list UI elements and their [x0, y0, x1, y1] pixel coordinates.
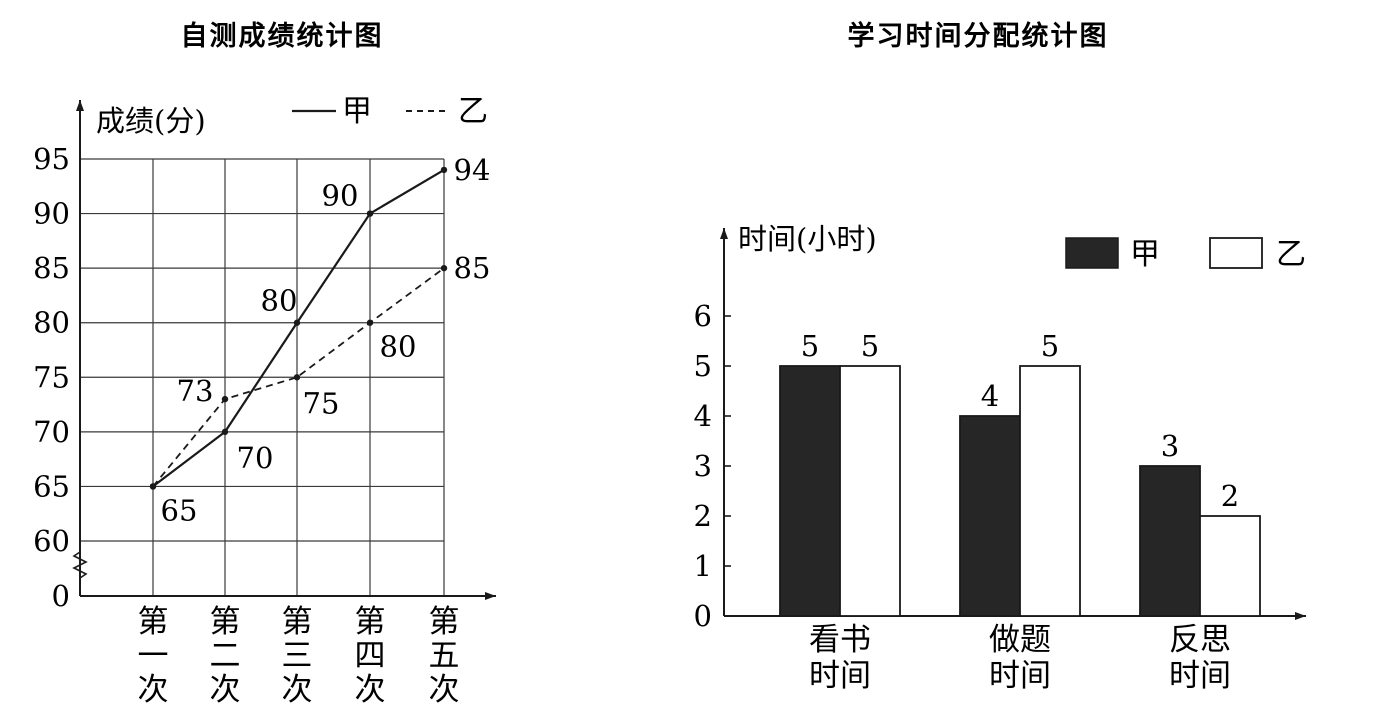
data-label: 3	[1161, 429, 1179, 463]
y-tick-label: 3	[694, 449, 712, 483]
data-label: 4	[981, 379, 999, 413]
x-tick-label: 次	[355, 672, 386, 705]
x-tick-label: 次	[210, 672, 241, 705]
x-tick-label: 二	[210, 638, 241, 674]
y-tick-label: 95	[33, 142, 70, 176]
line-chart-grid	[80, 158, 445, 596]
data-point	[149, 483, 157, 490]
line-chart-series	[149, 166, 448, 490]
data-label: 70	[237, 441, 274, 475]
bar-chart-bars	[779, 365, 1261, 617]
x-tick-label: 五	[429, 638, 460, 674]
y-tick-label: 6	[694, 299, 712, 333]
data-point	[440, 264, 448, 272]
series-line-jia	[152, 168, 445, 488]
data-label: 65	[161, 493, 198, 527]
legend-label-yi: 乙	[458, 94, 488, 129]
y-tick-label: 75	[33, 360, 70, 394]
data-label: 80	[380, 330, 417, 364]
data-point	[440, 166, 448, 174]
bar-yi	[1199, 515, 1261, 617]
y-tick-label: 0	[52, 579, 70, 613]
bar-yi	[839, 365, 901, 617]
bar-jia	[959, 415, 1021, 617]
y-tick-label: 90	[33, 197, 70, 231]
x-tick-label: 时间	[1169, 658, 1231, 694]
data-point	[293, 319, 301, 326]
line-chart-axes	[72, 100, 496, 600]
bar-chart-ylabel: 时间(小时)	[738, 222, 877, 256]
y-tick-label: 1	[694, 549, 712, 583]
legend-white-swatch-icon	[1209, 237, 1263, 269]
x-tick-label: 第	[138, 604, 169, 640]
bar-chart-legend: 甲 乙	[1065, 237, 1306, 272]
legend-dark-swatch-icon	[1065, 237, 1119, 269]
data-label: 85	[454, 251, 491, 285]
data-label: 94	[454, 153, 491, 187]
x-tick-label: 时间	[809, 658, 871, 694]
bar-chart-y-ticks: 0 1 2 3 4 5 6	[694, 299, 731, 633]
line-chart-title: 自测成绩统计图	[181, 20, 384, 52]
x-tick-label: 次	[429, 672, 460, 705]
data-label: 75	[303, 386, 340, 420]
y-tick-label: 85	[33, 251, 70, 285]
x-tick-label: 反思	[1169, 622, 1231, 658]
bar-jia	[1139, 465, 1201, 617]
y-tick-label: 65	[33, 469, 70, 503]
x-tick-label: 四	[355, 638, 386, 674]
legend-label-yi: 乙	[1276, 237, 1306, 272]
y-tick-label: 70	[33, 415, 70, 449]
bar-chart-title: 学习时间分配统计图	[848, 20, 1109, 52]
bar-jia	[779, 365, 841, 617]
line-chart-y-ticks: 0 60 65 70 75 80 85 90 95	[33, 142, 70, 613]
line-chart-data-labels: 65 70 80 90 94 73 75 80 85	[161, 153, 491, 528]
data-label: 2	[1221, 479, 1239, 513]
data-label: 5	[861, 329, 879, 363]
y-tick-label: 2	[694, 499, 712, 533]
data-point	[221, 428, 229, 436]
series-line-yi	[152, 267, 445, 488]
data-point	[366, 319, 374, 326]
x-tick-label: 次	[282, 672, 313, 705]
bar-chart-data-labels: 5 4 3 5 5 2	[801, 329, 1239, 513]
x-tick-label: 一	[138, 638, 169, 674]
x-tick-label: 做题	[989, 622, 1051, 658]
data-point	[221, 395, 229, 403]
data-label: 90	[322, 179, 359, 213]
legend-label-jia: 甲	[342, 94, 372, 129]
line-chart-legend: 甲 乙	[292, 94, 488, 129]
line-chart-ylabel: 成绩(分)	[96, 104, 206, 138]
y-tick-label: 4	[694, 399, 712, 433]
x-tick-label: 第	[210, 604, 241, 640]
y-tick-label: 80	[33, 306, 70, 340]
x-tick-label: 看书	[809, 622, 871, 658]
y-tick-label: 5	[694, 349, 712, 383]
axis-break-icon	[72, 551, 88, 579]
bar-yi	[1019, 365, 1081, 617]
legend-label-jia: 甲	[1130, 237, 1160, 272]
x-tick-label: 三	[282, 638, 313, 674]
data-point	[366, 210, 374, 217]
y-tick-label: 0	[694, 599, 712, 633]
x-tick-label: 第	[282, 604, 313, 640]
x-tick-label: 第	[429, 604, 460, 640]
x-tick-label: 第	[355, 604, 386, 640]
x-tick-label: 次	[138, 672, 169, 705]
data-label: 5	[1041, 329, 1059, 363]
y-tick-label: 60	[33, 524, 70, 558]
data-label: 80	[261, 284, 298, 318]
data-label: 73	[177, 374, 214, 408]
x-tick-label: 时间	[989, 658, 1051, 694]
data-point	[293, 374, 301, 381]
data-label: 5	[801, 329, 819, 363]
